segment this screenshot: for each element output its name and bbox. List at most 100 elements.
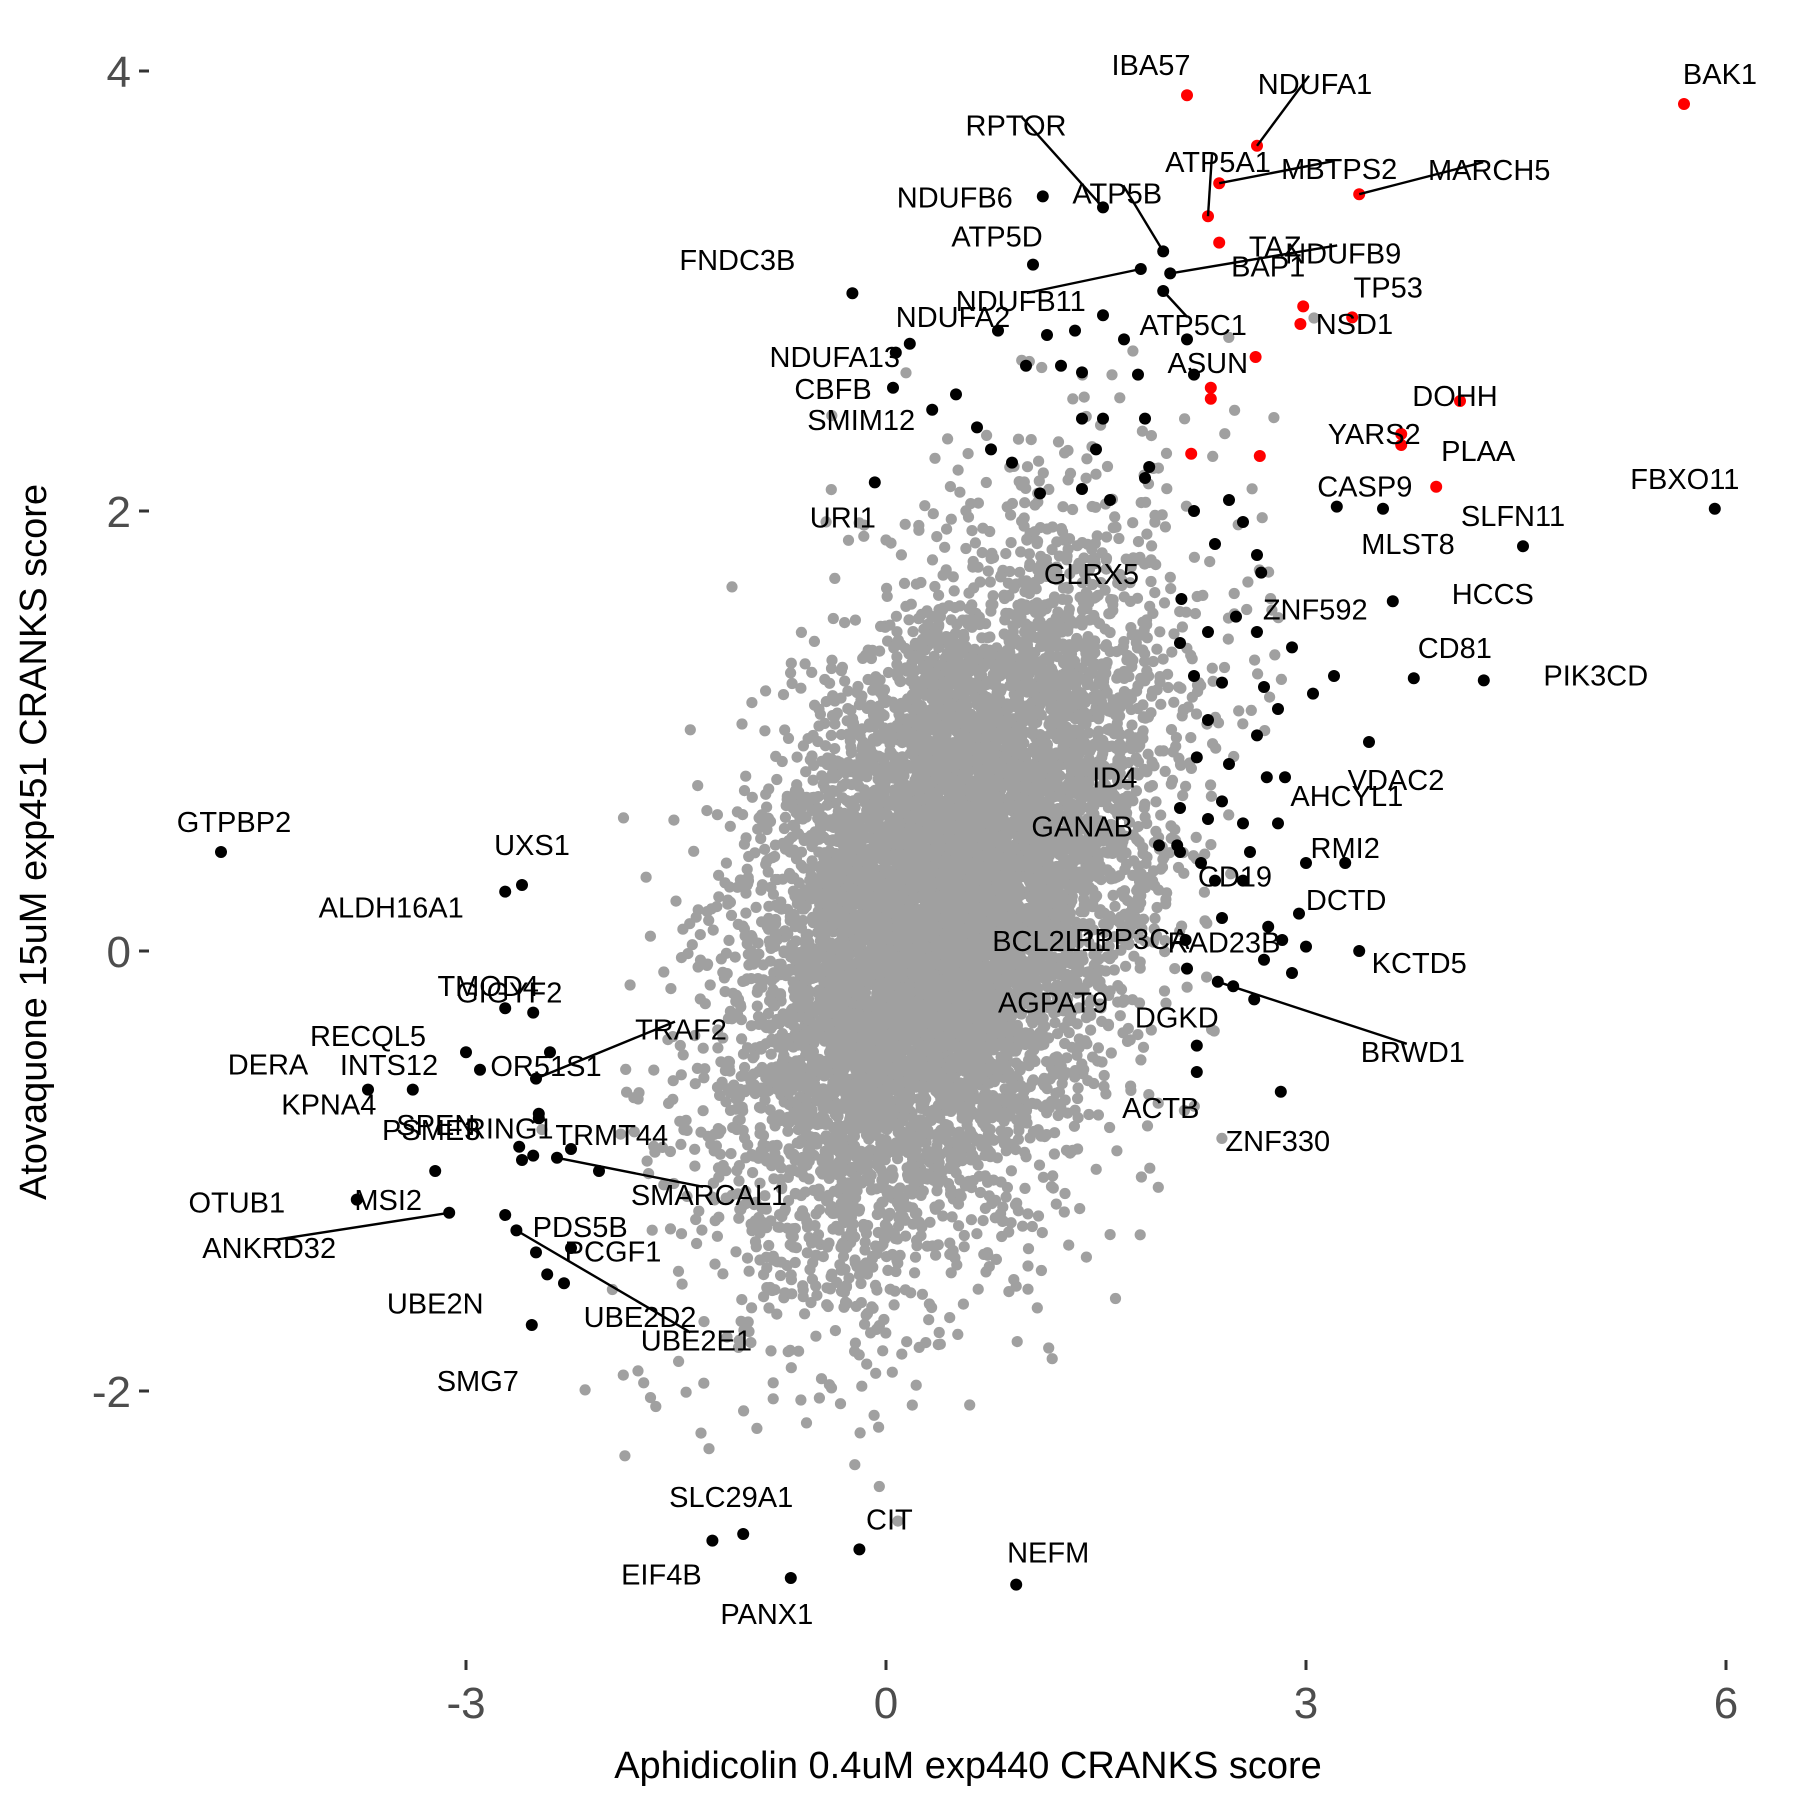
background-point	[580, 1384, 591, 1395]
background-point	[1022, 1208, 1033, 1219]
background-point	[1191, 832, 1202, 843]
background-point	[884, 1208, 895, 1219]
background-point	[1146, 430, 1157, 441]
background-point	[1141, 529, 1152, 540]
background-point	[751, 902, 762, 913]
background-point	[859, 1319, 870, 1330]
background-point	[747, 1167, 758, 1178]
background-point	[1109, 511, 1120, 522]
background-point	[761, 802, 772, 813]
background-point	[1013, 434, 1024, 445]
background-point	[877, 1345, 888, 1356]
background-point	[695, 929, 706, 940]
background-point	[901, 1336, 912, 1347]
background-point	[1022, 1260, 1033, 1271]
background-point	[1158, 654, 1169, 665]
background-point	[759, 725, 770, 736]
background-point	[633, 1087, 644, 1098]
background-point	[746, 1302, 757, 1313]
background-point	[638, 1377, 649, 1388]
background-point	[765, 1345, 776, 1356]
background-point	[1165, 572, 1176, 583]
background-point	[691, 1238, 702, 1249]
background-point	[1127, 345, 1138, 356]
background-point	[681, 1387, 692, 1398]
background-point	[919, 500, 930, 511]
background-point	[1022, 461, 1033, 472]
background-point	[1149, 510, 1160, 521]
background-point	[1177, 790, 1188, 801]
background-point	[738, 1405, 749, 1416]
background-point	[692, 780, 703, 791]
background-point	[1144, 1163, 1155, 1174]
background-point	[1057, 501, 1068, 512]
background-point	[1113, 533, 1124, 544]
background-point	[1037, 1227, 1048, 1238]
background-point	[846, 747, 857, 758]
background-point	[665, 1223, 676, 1234]
background-point	[856, 1381, 867, 1392]
background-point	[698, 1105, 709, 1116]
background-point	[710, 1215, 721, 1226]
background-point	[1160, 521, 1171, 532]
background-point	[1158, 745, 1169, 756]
background-point	[903, 614, 914, 625]
background-point	[810, 1331, 821, 1342]
background-point	[1006, 537, 1017, 548]
background-point	[799, 1308, 810, 1319]
background-point	[792, 752, 803, 763]
background-point	[927, 554, 938, 565]
background-point	[1125, 1081, 1136, 1092]
background-point	[1033, 1210, 1044, 1221]
background-point	[927, 1240, 938, 1251]
background-point	[740, 771, 751, 782]
background-point	[996, 1231, 1007, 1242]
background-point	[746, 697, 757, 708]
background-point	[725, 821, 736, 832]
background-point	[931, 531, 942, 542]
background-point	[830, 1325, 841, 1336]
background-point	[688, 846, 699, 857]
background-point	[736, 1294, 747, 1305]
background-point	[939, 542, 950, 553]
background-point	[966, 1214, 977, 1225]
background-point	[975, 576, 986, 587]
background-point	[642, 1156, 653, 1167]
background-point	[621, 1087, 632, 1098]
background-point	[1032, 1302, 1043, 1313]
background-point	[946, 1267, 957, 1278]
background-point	[1173, 681, 1184, 692]
background-point	[1206, 791, 1217, 802]
background-point	[705, 979, 716, 990]
background-point	[1083, 1109, 1094, 1120]
background-point	[953, 465, 964, 476]
background-point	[726, 910, 737, 921]
background-point	[1223, 809, 1234, 820]
background-point	[771, 1309, 782, 1320]
background-point	[1175, 759, 1186, 770]
background-point	[907, 626, 918, 637]
background-point	[1091, 1164, 1102, 1175]
background-point	[1161, 448, 1172, 459]
background-point	[1237, 718, 1248, 729]
background-point	[814, 1392, 825, 1403]
background-point	[793, 1346, 804, 1357]
background-point	[829, 573, 840, 584]
background-point	[861, 1359, 872, 1370]
background-point	[899, 578, 910, 589]
background-point	[763, 783, 774, 794]
background-point	[1145, 576, 1156, 587]
background-point	[843, 1273, 854, 1284]
background-point	[1153, 1182, 1164, 1193]
background-point	[1109, 901, 1120, 912]
background-point	[788, 1242, 799, 1253]
background-point	[981, 430, 992, 441]
background-point	[923, 1314, 934, 1325]
background-point	[1150, 796, 1161, 807]
background-point	[966, 525, 977, 536]
background-point	[1049, 1148, 1060, 1159]
background-point	[673, 1356, 684, 1367]
background-point	[709, 1259, 720, 1270]
background-point	[648, 1065, 659, 1076]
